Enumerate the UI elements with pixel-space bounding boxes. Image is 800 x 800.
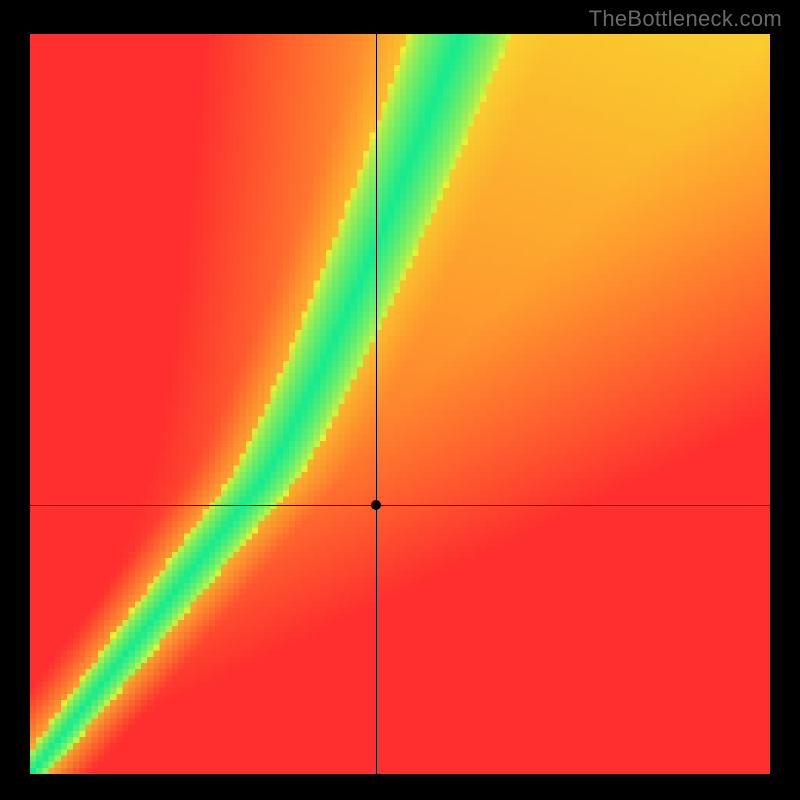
crosshair-marker: [371, 500, 381, 510]
watermark-text: TheBottleneck.com: [589, 6, 782, 32]
chart-container: TheBottleneck.com: [0, 0, 800, 800]
crosshair-horizontal: [30, 505, 770, 506]
heatmap-plot: [30, 34, 770, 774]
crosshair-vertical: [376, 34, 377, 774]
heatmap-canvas: [30, 34, 770, 774]
